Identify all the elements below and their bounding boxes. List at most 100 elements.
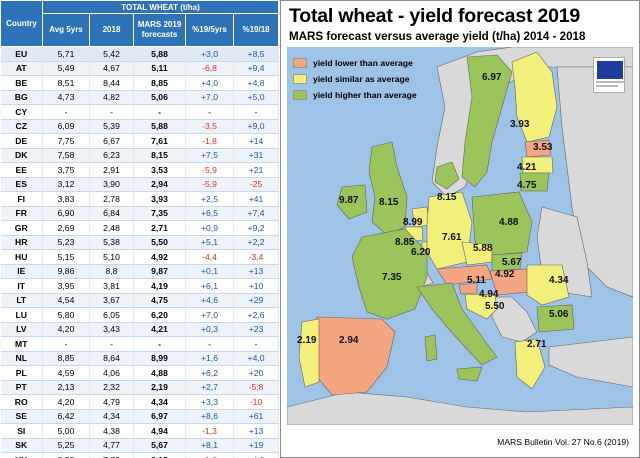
pct-2018-cell: +2,6 — [233, 307, 280, 323]
map-value-label: 8.85 — [395, 237, 415, 248]
map-value-label: 5.50 — [485, 301, 505, 312]
country-cell: CY — [0, 104, 43, 120]
table-row: DK 7,58 6,23 8,15 +7,5 +31 — [0, 148, 280, 163]
table-row: PL 4,59 4,06 4,88 +6,2 +20 — [0, 365, 280, 381]
table-row: IE 9,86 8,8 9,87 +0,1 +13 — [0, 264, 280, 279]
yield-2018-cell: 4,34 — [89, 409, 134, 424]
legend-item: yield lower than average — [293, 55, 417, 71]
table-row: BE 8,51 8,44 8,85 +4,0 +4,8 — [0, 75, 280, 91]
mars-2019-cell: 5,67 — [133, 438, 186, 453]
estonia-shape — [524, 139, 552, 158]
pct-5yrs-cell: +0,3 — [185, 322, 234, 337]
table-row: SK 5,25 4,77 5,67 +8,1 +19 — [0, 438, 280, 453]
ireland-shape — [336, 184, 368, 220]
map-value-label: 8.15 — [379, 197, 399, 208]
pct-5yrs-cell: -3,5 — [185, 119, 234, 134]
pct-2018-cell: -5,8 — [233, 380, 280, 395]
pct-5yrs-cell: +5,1 — [185, 235, 234, 250]
table-row: DE 7,75 6,67 7,61 -1,8 +14 — [0, 133, 280, 149]
pct-5yrs-cell: -1,8 — [185, 133, 234, 149]
pct-5yrs-cell: +6,2 — [185, 365, 234, 381]
poland-shape — [471, 191, 533, 256]
avg-5yrs-cell: 9,86 — [42, 264, 90, 279]
mars-2019-cell: 3,53 — [133, 162, 186, 178]
avg-5yrs-cell: 4,54 — [42, 293, 90, 308]
mars-2019-cell: 8,15 — [133, 148, 186, 163]
mars-2019-cell: 5,11 — [133, 61, 186, 76]
avg-5yrs-cell: 3,95 — [42, 278, 90, 294]
yield-2018-cell: 4,77 — [89, 438, 134, 453]
spain-shape — [316, 316, 396, 396]
romania-shape — [526, 264, 570, 306]
yield-2018-cell: - — [89, 336, 134, 352]
pct-5yrs-cell: +6,1 — [185, 278, 234, 294]
yield-2018-cell: 8,64 — [89, 351, 134, 366]
legend-swatch — [293, 58, 307, 68]
yield-2018-cell: 8,8 — [89, 264, 134, 279]
map-value-label: 2.94 — [339, 335, 359, 346]
avg-5yrs-cell: 4,20 — [42, 322, 90, 337]
avg-5yrs-cell: 7,75 — [42, 133, 90, 149]
column-header-mars: MARS 2019 forecasts — [133, 13, 186, 47]
yield-2018-cell: 6,05 — [89, 307, 134, 323]
map-value-label: 3.93 — [510, 119, 530, 130]
pct-2018-cell: +7,4 — [233, 206, 280, 221]
slovenia-shape — [458, 282, 478, 295]
pct-2018-cell: +5,0 — [233, 90, 280, 105]
table-row: BG 4,73 4,82 5,06 +7,0 +5,0 — [0, 90, 280, 105]
country-cell: SI — [0, 423, 43, 439]
pct-5yrs-cell: -4,4 — [185, 249, 234, 265]
denmark-shape — [434, 161, 460, 190]
pct-5yrs-cell: +4,6 — [185, 293, 234, 308]
pct-5yrs-cell: +2,7 — [185, 380, 234, 395]
table-row: HU 5,15 5,10 4,92 -4,4 -3,4 — [0, 249, 280, 265]
mars-2019-cell: 4,34 — [133, 394, 186, 410]
map-title: Total wheat - yield forecast 2019 — [289, 5, 581, 27]
mars-2019-cell: 2,71 — [133, 220, 186, 236]
pct-5yrs-cell: -5,9 — [185, 162, 234, 178]
country-cell: LV — [0, 322, 43, 337]
column-header-pct-18: %19/18 — [232, 13, 280, 47]
pct-2018-cell: - — [233, 336, 280, 352]
pct-5yrs-cell: +2,5 — [185, 191, 234, 207]
yield-2018-cell: 2,78 — [89, 191, 134, 207]
avg-5yrs-cell: 8,85 — [42, 351, 90, 366]
lithuania-shape — [519, 172, 550, 192]
legend-item: yield similar as average — [293, 71, 417, 87]
yield-2018-cell: 4,79 — [89, 394, 134, 410]
yield-2018-cell: 6,67 — [89, 133, 134, 149]
table-row: EU 5,71 5,42 5,88 +3,0 +8,5 — [0, 46, 280, 62]
finland-shape — [511, 51, 558, 143]
yield-2018-cell: 5,38 — [89, 235, 134, 250]
sweden-shape — [461, 54, 513, 188]
avg-5yrs-cell: 4,73 — [42, 90, 90, 105]
pct-5yrs-cell: +7,0 — [185, 90, 234, 105]
pct-2018-cell: +61 — [233, 409, 280, 424]
country-cell: UK — [0, 452, 43, 458]
avg-5yrs-cell: 5,25 — [42, 438, 90, 453]
table-row: NL 8,85 8,64 8,99 +1,6 +4,0 — [0, 351, 280, 366]
country-cell: DK — [0, 148, 43, 163]
country-cell: HR — [0, 235, 43, 250]
map-value-label: 2.71 — [527, 339, 547, 350]
legend-label: yield similar as average — [313, 74, 410, 84]
mars-2019-cell: 4,88 — [133, 365, 186, 381]
map-value-label: 6.20 — [411, 247, 431, 258]
table-row: LV 4,20 3,43 4,21 +0,3 +23 — [0, 322, 280, 337]
country-cell: LT — [0, 293, 43, 308]
legend-item: yield higher than average — [293, 87, 417, 103]
pct-5yrs-cell: +3,3 — [185, 394, 234, 410]
mars-2019-cell: 6,20 — [133, 307, 186, 323]
pct-5yrs-cell: +0,1 — [185, 264, 234, 279]
map-value-label: 6.97 — [482, 72, 502, 83]
yield-2018-cell: 3,90 — [89, 177, 134, 192]
mars-2019-cell: 4,94 — [133, 423, 186, 439]
avg-5yrs-cell: 6,42 — [42, 409, 90, 424]
avg-5yrs-cell: - — [42, 336, 90, 352]
mars-2019-cell: 7,35 — [133, 206, 186, 221]
eu-flag-icon — [593, 57, 625, 93]
map-value-label: 4.92 — [495, 269, 515, 280]
map-value-label: 2.19 — [297, 335, 317, 346]
map-value-label: 5.67 — [502, 257, 522, 268]
map-value-label: 5.88 — [473, 243, 493, 254]
